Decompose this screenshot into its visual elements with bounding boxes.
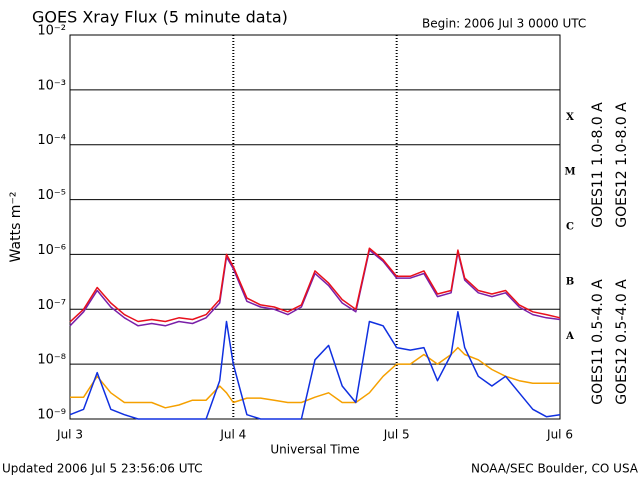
series-line: [70, 346, 560, 409]
flux-class-label: C: [566, 222, 574, 233]
y-tick-label: 10⁻⁵: [37, 188, 66, 203]
x-tick-label: Jul 3: [56, 428, 83, 442]
x-axis-label: Universal Time: [270, 443, 359, 457]
flux-class-label: M: [564, 167, 575, 178]
y-axis-label: Watts m⁻²: [8, 192, 24, 263]
flux-class-label: X: [566, 112, 574, 123]
x-tick-label: Jul 4: [219, 428, 246, 442]
legend-entry: GOES11 1.0-8.0 A: [590, 102, 606, 228]
y-tick-label: 10⁻⁶: [37, 243, 66, 258]
series-line: [69, 311, 561, 420]
chart-subtitle: Begin: 2006 Jul 3 0000 UTC: [422, 17, 586, 31]
series-line: [69, 249, 561, 327]
footer-left: Updated 2006 Jul 5 23:56:06 UTC: [2, 462, 202, 476]
flux-class-label: A: [565, 331, 574, 342]
chart-title: GOES Xray Flux (5 minute data): [32, 8, 288, 27]
y-tick-label: 10⁻⁴: [37, 133, 66, 148]
series-line: [69, 247, 561, 323]
x-tick-label: Jul 6: [546, 428, 573, 442]
y-tick-label: 10⁻⁸: [37, 353, 66, 368]
legend-entry: GOES11 0.5-4.0 A: [590, 279, 606, 405]
legend-entry: GOES12 0.5-4.0 A: [614, 279, 630, 405]
y-tick-label: 10⁻³: [37, 78, 66, 93]
y-tick-label: 10⁻⁹: [37, 408, 66, 423]
footer-right: NOAA/SEC Boulder, CO USA: [471, 462, 639, 476]
legend-entry: GOES12 1.0-8.0 A: [614, 102, 630, 228]
x-tick-label: Jul 5: [383, 428, 410, 442]
y-tick-label: 10⁻⁷: [37, 298, 66, 313]
y-tick-label: 10⁻²: [37, 24, 66, 39]
flux-class-label: B: [566, 276, 574, 287]
